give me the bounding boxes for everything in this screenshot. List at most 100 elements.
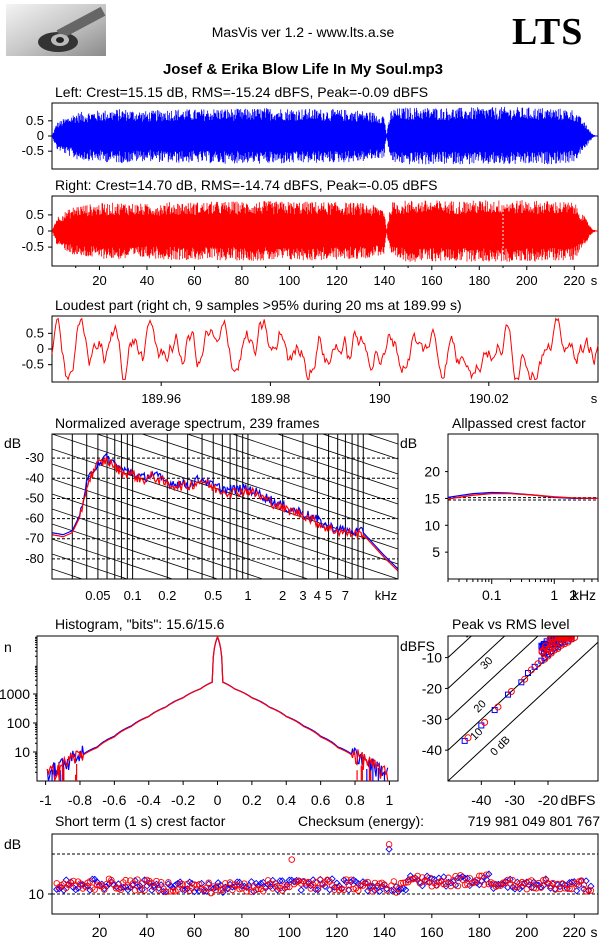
crest-point: [354, 887, 362, 894]
crest-point: [174, 886, 182, 893]
tick-label: 180: [468, 273, 490, 288]
crest-point: [528, 877, 535, 884]
checksum-value: 719 981 049 801 767: [468, 813, 601, 829]
tick-label: 220: [563, 924, 587, 940]
crest-point: [511, 885, 519, 893]
tick-label: 0: [37, 223, 44, 238]
panel-title: Histogram, "bits": 15.6/15.6: [55, 616, 225, 632]
crest-point: [86, 878, 94, 885]
peak-rms-point: [540, 645, 548, 653]
crest-point: [176, 880, 184, 888]
peak-rms-point: [534, 660, 542, 668]
tick-label: 200: [515, 924, 539, 940]
grid-slope: [52, 434, 398, 550]
crest-point: [426, 874, 433, 882]
crest-point: [207, 889, 215, 897]
crest-point: [117, 886, 125, 894]
tick-label: 10: [14, 744, 30, 760]
histogram-frame: [36, 635, 399, 782]
crest-point: [288, 856, 296, 863]
tick-label: 0.5: [26, 207, 44, 222]
tick-label: -40: [25, 470, 44, 485]
crest-point: [122, 876, 129, 884]
peak-rms-point: [481, 718, 489, 726]
tick-label: -0.6: [102, 792, 126, 808]
crest-point: [129, 880, 136, 887]
x-axis-label: dBFS: [560, 792, 595, 808]
tick-label: 190: [369, 391, 391, 406]
crest-point: [371, 879, 379, 887]
tick-label: 1: [386, 792, 394, 808]
crest-point: [155, 887, 163, 894]
tick-label: 0.5: [26, 325, 44, 340]
crest-point: [145, 879, 153, 887]
crest-point: [321, 882, 329, 890]
loudest-trace: [51, 317, 599, 381]
crest-line-label: 20: [472, 698, 489, 715]
tick-label: 0.4: [277, 792, 297, 808]
tick-label: 0: [37, 341, 44, 356]
tick-label: 0.6: [311, 792, 331, 808]
grid-slope: [52, 478, 355, 579]
crest-point: [397, 879, 405, 887]
crest-point: [464, 881, 471, 888]
tick-label: 40: [139, 924, 155, 940]
crest-point: [285, 876, 294, 884]
tick-label: -30: [422, 711, 442, 727]
peak-rms-point: [521, 675, 529, 683]
tick-label: 15: [424, 490, 440, 506]
peak-rms-frame: [447, 635, 599, 782]
tick-label: 160: [421, 273, 443, 288]
grid-slope: [186, 434, 398, 505]
crest-point: [375, 887, 384, 896]
crest-point: [566, 885, 573, 892]
peak-rms-point: [564, 636, 572, 642]
crest-point: [537, 884, 545, 891]
tick-label: 3: [299, 588, 306, 603]
crest-point: [165, 879, 172, 886]
grid-slope: [52, 553, 129, 579]
grid-slope: [52, 523, 219, 579]
crest-point: [495, 882, 502, 889]
grid-slope: [52, 538, 174, 579]
brand-logo: LTS: [512, 11, 584, 53]
tick-label: 20: [92, 273, 106, 288]
crest-line: [448, 636, 506, 690]
x-unit: kHz: [375, 588, 397, 603]
tick-label: 40: [140, 273, 154, 288]
tick-label: 80: [234, 924, 250, 940]
tick-label: 5: [432, 544, 440, 560]
peak-rms-point: [464, 734, 472, 742]
panel-title: Allpassed crest factor: [452, 415, 586, 431]
grid-slope: [52, 463, 398, 579]
peak-rms-point: [540, 641, 547, 648]
tick-label: -20: [422, 680, 442, 696]
crest-point: [205, 879, 212, 887]
tick-label: -1: [39, 792, 52, 808]
crest-point: [345, 881, 352, 889]
crest-point: [418, 882, 426, 890]
peak-rms-point: [555, 636, 563, 642]
grid-slope: [276, 434, 398, 475]
tick-label: 140: [373, 273, 395, 288]
crest-point: [150, 881, 158, 890]
panel-title: Loudest part (right ch, 9 samples >95% d…: [55, 297, 462, 313]
tick-label: -40: [422, 742, 442, 758]
crest-point: [95, 882, 104, 890]
tick-label: -80: [25, 551, 44, 566]
tick-label: 0.8: [345, 792, 365, 808]
crest-point: [509, 876, 516, 884]
histogram-series: [46, 635, 389, 782]
crest-point: [568, 878, 576, 886]
crest-point: [150, 883, 158, 891]
crest-point: [383, 887, 390, 894]
crest-point: [103, 880, 110, 888]
crest-point: [72, 886, 80, 894]
tick-label: -70: [25, 531, 44, 546]
crest-point: [276, 877, 284, 885]
crest-point: [533, 885, 540, 892]
tick-label: 220: [563, 273, 585, 288]
grid-slope: [95, 434, 398, 535]
